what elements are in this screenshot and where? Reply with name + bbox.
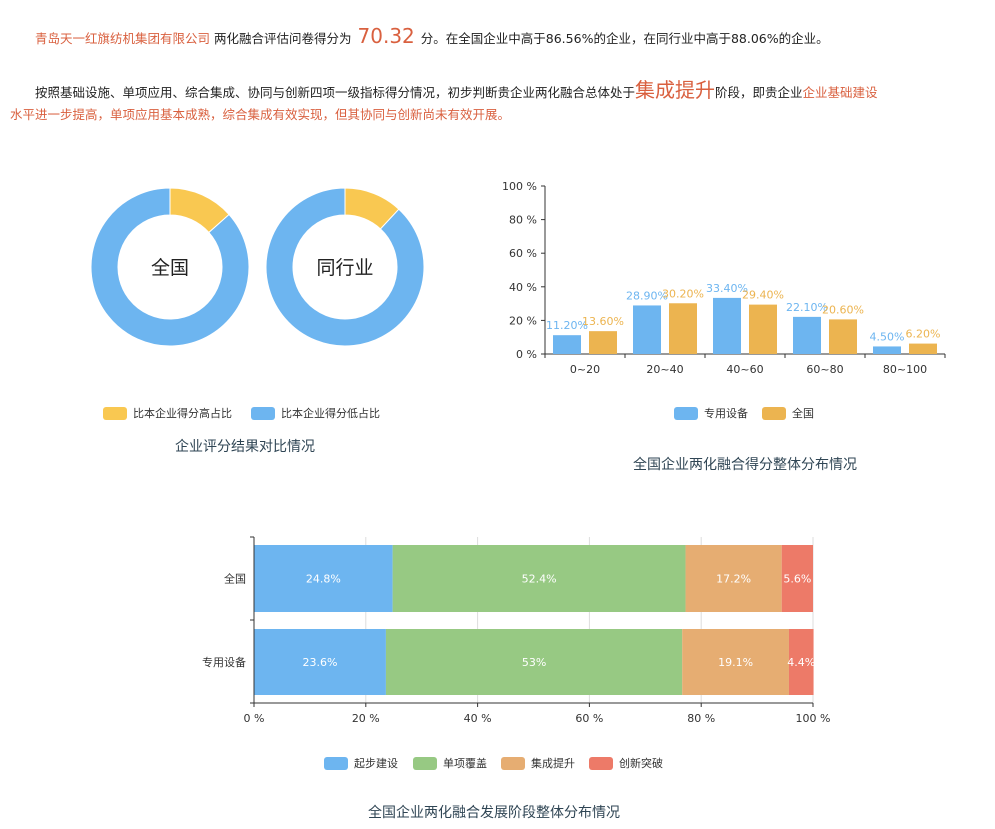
bar-data-label: 28.90% — [626, 289, 668, 302]
bar — [669, 303, 697, 354]
bar — [749, 304, 777, 354]
stacked-bar-segment — [392, 545, 686, 612]
segment-data-label: 4.4% — [787, 656, 815, 669]
y-category-label: 专用设备 — [202, 655, 246, 669]
y-tick-label: 100 % — [502, 180, 537, 193]
stacked-bar-segment — [682, 629, 789, 695]
stacked-bar-segment — [254, 545, 393, 612]
bar — [633, 305, 661, 354]
bar-data-label: 13.60% — [582, 315, 624, 328]
bar-data-label: 11.20% — [546, 319, 588, 332]
summary-text-2: 分。在全国企业中高于86.56%的企业，在同行业中高于88.06%的企业。 — [420, 31, 829, 46]
stacked-bar-segment — [685, 545, 782, 612]
bar-legend-swatch — [674, 407, 698, 420]
donut-center-label: 同行业 — [316, 257, 373, 279]
bar-legend-swatch — [762, 407, 786, 420]
summary-text-4: 阶段，即贵企业 — [715, 85, 803, 100]
conclusion-part-1: 企业基础建设 — [802, 85, 878, 100]
y-tick-label: 40 % — [509, 281, 537, 294]
segment-data-label: 52.4% — [522, 573, 557, 586]
y-tick-label: 20 % — [509, 314, 537, 327]
bar-legend-label: 专用设备 — [704, 406, 748, 420]
bar-data-label: 6.20% — [906, 328, 941, 341]
y-category-label: 全国 — [224, 572, 246, 586]
segment-data-label: 24.8% — [306, 573, 341, 586]
segment-data-label: 23.6% — [302, 656, 337, 669]
x-tick-label: 100 % — [796, 712, 831, 725]
donut-center-label: 全国 — [151, 257, 189, 279]
score-value: 70.32 — [357, 24, 415, 48]
x-tick-label: 0 % — [244, 712, 265, 725]
bar-data-label: 20.60% — [822, 303, 864, 316]
bar — [829, 319, 857, 354]
bar-data-label: 33.40% — [706, 282, 748, 295]
donut-slice — [265, 187, 425, 347]
stage-value: 集成提升 — [635, 78, 716, 102]
bar — [589, 331, 617, 354]
x-tick-label: 80 % — [687, 712, 715, 725]
summary-text-1: 两化融合评估问卷得分为 — [214, 31, 352, 46]
bar — [793, 316, 821, 354]
bar — [873, 346, 901, 354]
stacked-chart-title: 全国企业两化融合发展阶段整体分布情况 — [368, 804, 620, 821]
stacked-legend-swatch — [589, 757, 613, 770]
summary-text-3: 按照基础设施、单项应用、综合集成、协同与创新四项一级指标得分情况，初步判断贵企业… — [35, 85, 636, 100]
stacked-legend-label: 创新突破 — [619, 756, 663, 770]
bar — [713, 297, 741, 354]
donut-legend-swatch — [251, 407, 275, 420]
bar-chart-title: 全国企业两化融合得分整体分布情况 — [633, 456, 857, 473]
donut-legend-label: 比本企业得分高占比 — [133, 406, 232, 420]
summary-line-1: 青岛天一红旗纺机集团有限公司 两化融合评估问卷得分为 70.32 分。在全国企业中高… — [35, 24, 829, 48]
donut-chart-title: 企业评分结果对比情况 — [175, 438, 315, 455]
x-tick-label: 40 % — [464, 712, 492, 725]
x-tick-label: 80~100 — [883, 363, 927, 376]
y-tick-label: 0 % — [516, 348, 537, 361]
y-tick-label: 60 % — [509, 247, 537, 260]
company-name: 青岛天一红旗纺机集团有限公司 — [35, 31, 211, 46]
x-tick-label: 40~60 — [726, 363, 763, 376]
segment-data-label: 53% — [522, 656, 546, 669]
segment-data-label: 5.6% — [783, 573, 811, 586]
y-tick-label: 80 % — [509, 214, 537, 227]
stacked-legend-swatch — [324, 757, 348, 770]
bar-legend-label: 全国 — [792, 406, 814, 420]
donut-slice — [90, 187, 250, 347]
stacked-legend-label: 集成提升 — [531, 756, 575, 770]
bar — [909, 343, 937, 354]
x-tick-label: 60~80 — [806, 363, 843, 376]
stacked-bar-segment — [254, 629, 386, 695]
segment-data-label: 19.1% — [718, 656, 753, 669]
stacked-bar-segment — [385, 629, 683, 695]
stacked-legend-swatch — [413, 757, 437, 770]
conclusion-part-2: 水平进一步提高，单项应用基本成熟，综合集成有效实现，但其协同与创新尚未有效开展。 — [10, 107, 511, 122]
summary-line-2: 按照基础设施、单项应用、综合集成、协同与创新四项一级指标得分情况，初步判断贵企业… — [35, 74, 878, 103]
bar-data-label: 22.10% — [786, 301, 828, 314]
donut-legend-label: 比本企业得分低占比 — [281, 406, 380, 420]
bar-data-label: 30.20% — [662, 287, 704, 300]
stacked-bar-segment — [788, 629, 814, 695]
stacked-legend-label: 起步建设 — [354, 756, 398, 770]
x-tick-label: 20~40 — [646, 363, 683, 376]
x-tick-label: 20 % — [352, 712, 380, 725]
bar-data-label: 29.40% — [742, 289, 784, 302]
x-tick-label: 60 % — [575, 712, 603, 725]
bar — [553, 335, 581, 354]
x-tick-label: 0~20 — [570, 363, 600, 376]
stacked-legend-label: 单项覆盖 — [443, 756, 487, 770]
segment-data-label: 17.2% — [716, 573, 751, 586]
donut-legend-swatch — [103, 407, 127, 420]
stacked-legend-swatch — [501, 757, 525, 770]
stacked-bar-segment — [781, 545, 813, 612]
bar-data-label: 4.50% — [870, 330, 905, 343]
